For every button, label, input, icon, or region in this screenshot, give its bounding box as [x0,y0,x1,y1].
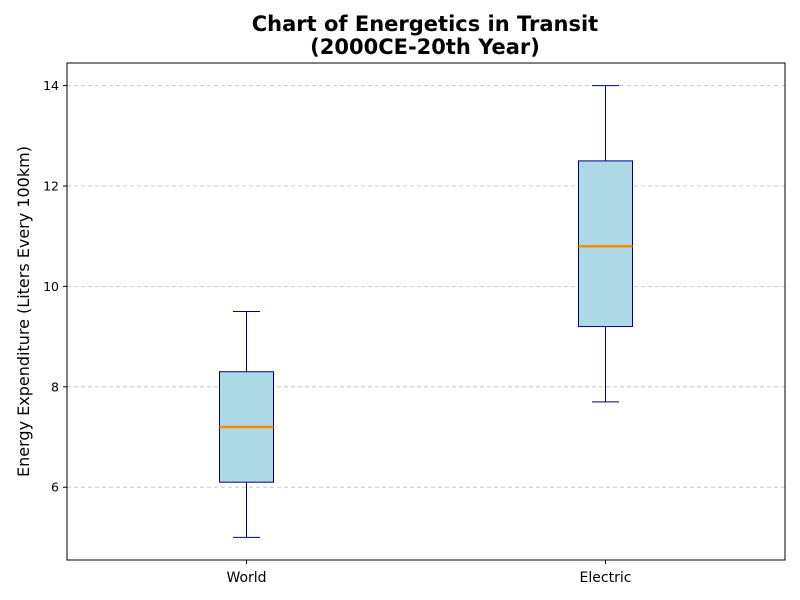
x-axis-ticks: World Electric [226,560,631,586]
y-tick-label: 10 [43,279,59,294]
y-tick-label: 8 [51,379,59,394]
chart-title-line2: (2000CE-20th Year) [310,35,540,59]
box-layer [219,85,633,538]
y-tick-label: 6 [51,480,59,495]
x-tick-label: World [226,570,266,586]
chart-title-line1: Chart of Energetics in Transit [252,12,598,36]
y-tick-label: 14 [43,78,59,93]
grid-layer [67,85,785,488]
x-tick-label: Electric [580,570,632,586]
y-axis-ticks: 6 8 10 12 14 [43,78,67,495]
plot-frame [66,62,786,561]
box-world [219,311,274,538]
box-electric [578,85,633,403]
box-body [578,160,633,328]
y-tick-label: 12 [43,178,59,193]
y-axis-label: Energy Expenditure (Liters Every 100km) [14,146,33,477]
